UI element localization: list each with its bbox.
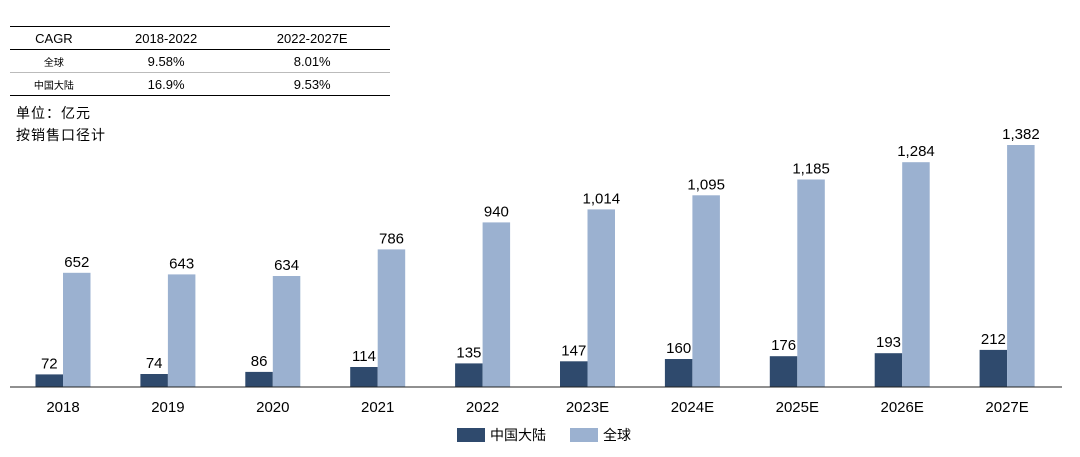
cagr-row-china-value-2: 9.53% (293, 76, 331, 92)
bar-global-2022 (482, 222, 511, 387)
legend-label-global: 全球 (603, 427, 631, 443)
legend-label-china: 中国大陆 (490, 427, 546, 443)
x-tick-label-2025E: 2025E (776, 399, 819, 416)
data-label-global-2021: 786 (379, 230, 404, 247)
cagr-header-period-2: 2022-2027E (276, 30, 348, 46)
cagr-row-global: 全球 9.58% 8.01% (10, 50, 390, 73)
data-label-global-2026E: 1,284 (897, 143, 935, 160)
cagr-row-china: 中国大陆 16.9% 9.53% (10, 73, 390, 96)
bar-global-2021 (377, 249, 406, 387)
cagr-row-china-value-1: 16.9% (147, 76, 185, 92)
bar-global-2023E (587, 209, 615, 387)
legend-swatch-china (457, 428, 485, 442)
x-tick-label-2021: 2021 (361, 399, 394, 416)
unit-note: 单位：亿元 (16, 106, 91, 122)
bar-china-2018 (35, 374, 63, 387)
cagr-header-row: CAGR 2018-2022 2022-2027E (10, 26, 390, 50)
bar-china-2026E (874, 353, 903, 387)
bar-global-2024E (692, 195, 720, 387)
x-tick-label-2022: 2022 (466, 399, 499, 416)
x-tick-label-2026E: 2026E (881, 399, 924, 416)
bar-china-2023E (560, 361, 588, 387)
bar-global-2025E (797, 179, 825, 387)
bar-global-2020 (272, 276, 301, 387)
data-label-global-2024E: 1,095 (687, 176, 725, 193)
cagr-row-global-name: 全球 (43, 57, 64, 69)
cagr-table: CAGR 2018-2022 2022-2027E 全球 9.58% 8.01%… (10, 26, 390, 96)
data-label-global-2018: 652 (64, 254, 89, 271)
cagr-header-period-1: 2018-2022 (135, 30, 198, 46)
bar-global-2026E (902, 162, 930, 387)
bar-china-2019 (140, 374, 168, 387)
cagr-header-label: CAGR (35, 30, 73, 46)
bar-china-2021 (350, 367, 378, 387)
data-label-global-2023E: 1,014 (583, 190, 621, 207)
data-label-china-2019: 74 (146, 355, 163, 372)
data-label-china-2026E: 193 (876, 334, 901, 351)
data-label-china-2027E: 212 (981, 331, 1006, 348)
x-tick-label-2024E: 2024E (671, 399, 714, 416)
data-label-china-2021: 114 (352, 348, 376, 365)
x-tick-label-2018: 2018 (46, 399, 79, 416)
data-label-global-2022: 940 (484, 203, 509, 220)
bar-global-2018 (63, 272, 91, 387)
cagr-row-global-value-1: 9.58% (147, 53, 185, 69)
bar-global-2027E (1007, 145, 1035, 387)
x-tick-label-2027E: 2027E (985, 399, 1028, 416)
data-label-global-2019: 643 (169, 255, 194, 272)
x-tick-label-2019: 2019 (151, 399, 184, 416)
data-label-global-2025E: 1,185 (792, 161, 830, 178)
x-tick-label-2023E: 2023E (566, 399, 609, 416)
bar-global-2019 (167, 274, 196, 387)
data-label-china-2020: 86 (251, 353, 268, 370)
cagr-row-global-value-2: 8.01% (293, 53, 331, 69)
data-label-china-2023E: 147 (561, 342, 586, 359)
cagr-row-china-name: 中国大陆 (33, 80, 74, 92)
bar-china-2025E (769, 356, 798, 387)
basis-note: 按销售口径计 (16, 128, 106, 144)
bar-china-2024E (664, 359, 693, 387)
legend-swatch-global (570, 428, 598, 442)
data-label-global-2020: 634 (274, 257, 299, 274)
bar-china-2027E (979, 349, 1008, 387)
data-label-china-2018: 72 (41, 355, 58, 372)
data-label-china-2022: 135 (456, 344, 481, 361)
bar-china-2022 (455, 363, 483, 387)
data-label-china-2024E: 160 (666, 340, 691, 357)
data-label-china-2025E: 176 (771, 337, 796, 354)
data-label-global-2027E: 1,382 (1002, 126, 1040, 143)
x-tick-label-2020: 2020 (256, 399, 289, 416)
bar-china-2020 (245, 371, 273, 387)
